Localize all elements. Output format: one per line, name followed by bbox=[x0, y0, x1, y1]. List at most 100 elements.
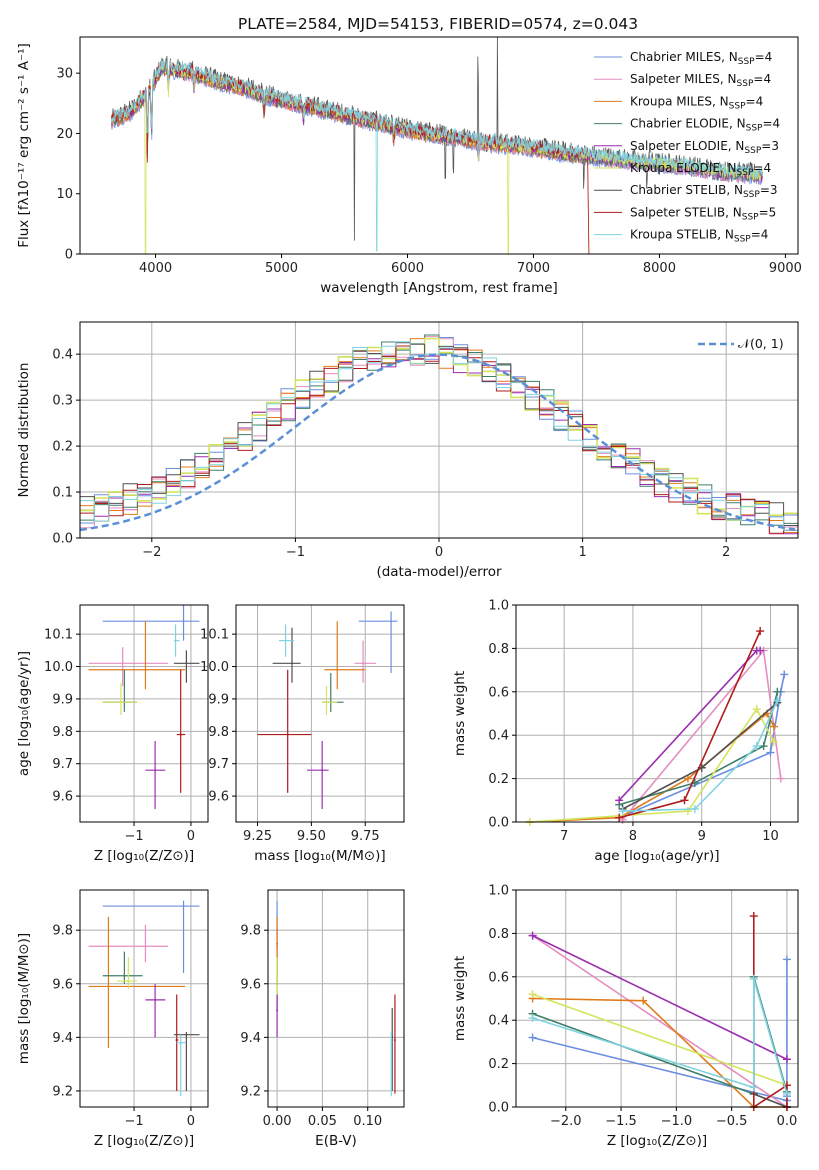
data-point bbox=[276, 977, 279, 980]
age_vs_mass-points bbox=[257, 611, 398, 810]
y-tick-label: 10.0 bbox=[200, 660, 229, 675]
x-tick-label: −1.5 bbox=[605, 1114, 637, 1129]
y-tick-label: 10.1 bbox=[44, 628, 73, 643]
legend-sub: SSP bbox=[729, 101, 746, 111]
x-tick-label: 0 bbox=[187, 1114, 195, 1129]
x-tick-label: 1 bbox=[578, 545, 586, 560]
weight-marker bbox=[780, 670, 789, 679]
x-tick-label: 9 bbox=[698, 829, 706, 844]
x-tick-label: 9.25 bbox=[243, 829, 272, 844]
age_vs_mass-axes: 9.25 9.50 9.75 9.6 9.7 9.8 9.9 10.0 10.1 mass [lo… bbox=[200, 605, 404, 864]
weight-marker bbox=[690, 804, 699, 813]
weight-marker bbox=[639, 996, 648, 1005]
y-tick-label: 9.8 bbox=[240, 924, 261, 939]
weight-marker bbox=[615, 796, 624, 805]
x-tick-label: 9.75 bbox=[351, 829, 380, 844]
legend-sub: SSP bbox=[744, 146, 761, 156]
x-tick-label: −2 bbox=[142, 545, 161, 560]
legend-sub: SSP bbox=[742, 212, 759, 222]
data-point bbox=[284, 639, 287, 642]
weight-marker bbox=[782, 1089, 791, 1098]
x-tick-label: 8000 bbox=[643, 261, 676, 276]
weight-marker bbox=[759, 742, 768, 751]
data-point bbox=[174, 639, 177, 642]
legend-entry: Kroupa MILES, NSSP=4 bbox=[630, 94, 763, 111]
y-tick-label: 9.4 bbox=[52, 1031, 73, 1046]
hist-series-5 bbox=[80, 337, 798, 521]
y-tick-label: 0.6 bbox=[488, 970, 509, 985]
weight-marker bbox=[776, 774, 785, 783]
weight-series-1 bbox=[532, 934, 788, 1108]
legend-sub: SSP bbox=[743, 190, 760, 200]
weight-marker bbox=[683, 774, 692, 783]
x-tick-label: −1 bbox=[124, 1114, 143, 1129]
massweight_vs_Z-axes: −2.0 −1.5 −1.0 −0.5 0.0 0.0 0.2 0.4 0.6 0.8 1.0 Z [… bbox=[452, 884, 798, 1149]
weight-marker bbox=[756, 627, 765, 636]
y-tick-label: 9.7 bbox=[208, 757, 229, 772]
x-tick-label: 2 bbox=[722, 545, 730, 560]
data-point bbox=[107, 985, 110, 988]
legend-entry: Kroupa ELODIE, NSSP=4 bbox=[630, 161, 771, 178]
x-axis-label: E(B-V) bbox=[315, 1133, 357, 1149]
weight-marker bbox=[528, 1014, 537, 1023]
y-axis-label: Normed distribution bbox=[16, 363, 32, 498]
data-point bbox=[185, 662, 188, 665]
x-tick-label: 0.10 bbox=[353, 1114, 382, 1129]
data-point bbox=[154, 998, 157, 1001]
normal-legend-label: 𝒩(0, 1) bbox=[738, 336, 784, 351]
x-tick-label: 7000 bbox=[517, 261, 550, 276]
legend-n: =3 bbox=[760, 183, 778, 197]
legend-n: =4 bbox=[755, 50, 773, 64]
data-point bbox=[127, 980, 130, 983]
weight-marker bbox=[752, 705, 761, 714]
data-point bbox=[390, 620, 393, 623]
legend-sub: SSP bbox=[734, 235, 751, 245]
data-point bbox=[276, 1009, 279, 1012]
y-tick-label: 0.2 bbox=[488, 772, 509, 787]
y-tick-label: 30 bbox=[56, 67, 73, 82]
weight-marker bbox=[782, 955, 791, 964]
mass_vs_EBV-frame bbox=[267, 889, 405, 1108]
legend-n: =4 bbox=[746, 94, 764, 108]
residuals-frame bbox=[79, 321, 799, 539]
legend-sub: SSP bbox=[737, 168, 754, 178]
spectrum-title: PLATE=2584, MJD=54153, FIBERID=0574, z=0… bbox=[238, 15, 638, 33]
weight-marker bbox=[749, 974, 758, 983]
weight-marker bbox=[615, 813, 624, 822]
data-point bbox=[321, 769, 324, 772]
weight-series-3 bbox=[532, 976, 788, 1096]
x-tick-label: −1 bbox=[286, 545, 305, 560]
massweight_vs_Z-frame bbox=[515, 889, 799, 1108]
data-point bbox=[123, 974, 126, 977]
y-axis-label: mass weight bbox=[452, 956, 468, 1041]
weight-series-5 bbox=[532, 993, 788, 1087]
y-tick-label: 1.0 bbox=[488, 599, 509, 614]
y-axis-label: mass [log₁₀(M/M⊙)] bbox=[16, 933, 32, 1064]
y-tick-label: 9.2 bbox=[52, 1084, 73, 1099]
x-tick-label: 8 bbox=[629, 829, 637, 844]
legend-sub: SSP bbox=[737, 79, 754, 89]
legend-n: =5 bbox=[759, 205, 777, 219]
x-tick-label: 5000 bbox=[265, 261, 298, 276]
hist-series-7 bbox=[80, 345, 798, 534]
y-tick-label: 9.8 bbox=[52, 725, 73, 740]
mass_vs_Z-frame bbox=[79, 889, 209, 1108]
y-tick-label: 0.0 bbox=[488, 1101, 509, 1116]
x-tick-label: −1 bbox=[124, 829, 143, 844]
y-tick-label: 10 bbox=[56, 187, 73, 202]
y-tick-label: 9.8 bbox=[208, 725, 229, 740]
y-tick-label: 9.7 bbox=[52, 757, 73, 772]
x-tick-label: 9000 bbox=[769, 261, 802, 276]
mass_vs_Z-points bbox=[88, 900, 200, 1097]
hist-series-8 bbox=[80, 341, 798, 531]
massweight_vs_age-lines bbox=[525, 627, 789, 826]
y-tick-label: 9.9 bbox=[52, 692, 73, 707]
y-tick-label: 9.2 bbox=[240, 1084, 261, 1099]
legend-entry: Chabrier ELODIE, NSSP=4 bbox=[630, 117, 780, 134]
legend-entry: Chabrier STELIB, NSSP=3 bbox=[630, 183, 778, 200]
y-tick-label: 0.8 bbox=[488, 927, 509, 942]
weight-marker bbox=[766, 748, 775, 757]
weight-marker bbox=[749, 912, 758, 921]
y-tick-label: 20 bbox=[56, 127, 73, 142]
x-tick-label: 0 bbox=[187, 829, 195, 844]
